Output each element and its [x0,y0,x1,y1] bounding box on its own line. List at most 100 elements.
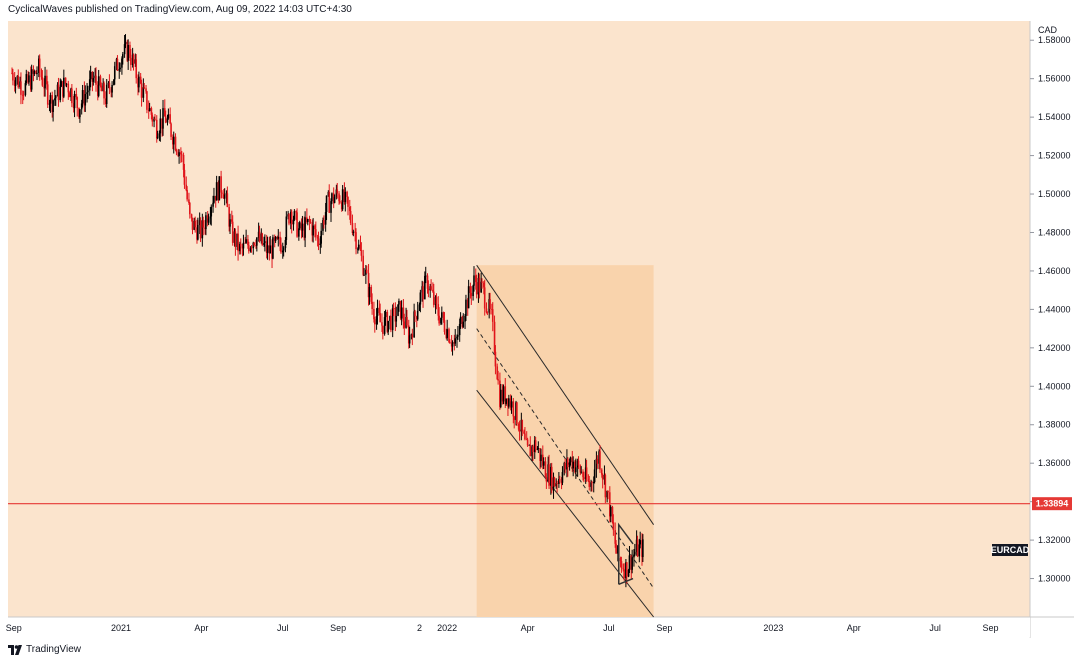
y-tick-label: 1.44000 [1038,304,1071,314]
candle-body [12,73,14,81]
candle-body [130,57,132,65]
candle-body [248,245,250,252]
candle-body [164,116,167,123]
candle-body [68,92,70,98]
candle-body [213,195,215,203]
candle-body [276,236,279,239]
x-tick-label: 2023 [763,623,783,633]
candle-body [63,77,65,97]
candle-body [80,103,83,110]
candle-body [386,311,389,332]
candle-body [327,191,330,196]
candle-body [614,530,616,544]
candle-body [35,70,37,74]
candle-body [11,72,13,74]
candle-body [627,569,630,577]
candle-body [22,94,25,96]
candle-body [493,321,496,352]
candle-body [497,379,499,381]
candle-body [223,194,226,199]
candle-body [368,286,371,298]
candle-body [526,439,529,446]
candle-body [390,315,392,331]
x-tick-label: Sep [982,623,998,633]
candle-body [387,320,390,332]
triangle-lower-line [618,577,634,586]
candle-body [370,286,373,302]
candle-body [620,561,623,569]
candle-body [48,103,51,105]
candle-body [399,300,402,319]
candle-body [572,461,574,469]
candle-body [432,291,435,305]
candle-body [115,58,118,67]
candle-body [474,275,477,283]
candle-body [360,250,363,256]
candle-body [389,315,391,321]
candle-body [516,402,518,424]
candle-body [472,285,474,297]
candle-body [415,316,418,320]
candle-body [308,219,311,222]
candle-body [269,245,272,254]
candle-body [596,458,599,464]
candle-body [226,193,229,208]
candle-body [348,206,351,212]
x-tick-label: Sep [6,623,22,633]
candle-body [588,480,591,487]
candle-body [52,100,54,112]
y-tick-label: 1.46000 [1038,266,1071,276]
x-tick-label: 2 [417,623,422,633]
candle-body [161,118,163,129]
candle-body [180,152,182,155]
candle-body [441,312,443,318]
candle-body [332,193,335,203]
y-tick-label: 1.48000 [1038,227,1071,237]
candle-body [151,114,154,122]
candle-body [51,95,54,112]
candle-body [577,460,580,466]
candle-body [349,211,352,223]
candle-body [574,461,576,473]
candle-body [123,44,126,55]
candle-body [197,225,199,240]
candle-body [118,69,121,71]
candle-body [461,316,464,327]
candle-body [429,286,432,291]
y-tick-label: 1.58000 [1038,35,1071,45]
candle-body [397,304,399,316]
candle-body [72,103,75,109]
symbol-label: EURCAD [991,544,1030,556]
candle-body [446,329,448,339]
x-tick-label: Sep [330,623,346,633]
x-tick-label: Jul [929,623,941,633]
candle-body [642,539,644,558]
candle-body [14,79,17,86]
candle-body [193,220,196,230]
candle-body [319,243,322,245]
candle-body [102,83,104,92]
candle-body [593,469,596,483]
candle-body [194,220,196,228]
candle-body [220,176,222,193]
candle-body [501,389,504,402]
candle-body [533,440,536,452]
candle-body [502,386,505,402]
candle-body [236,233,238,247]
candle-body [172,136,174,145]
candle-body [323,220,325,225]
candle-body [268,245,271,254]
x-tick-label: Jul [277,623,289,633]
candle-body [534,440,537,450]
candle-body [153,118,155,122]
candle-body [237,233,239,252]
candle-body [132,54,135,64]
candle-body [146,91,148,110]
candle-body [518,429,521,432]
candle-body [320,230,322,244]
candle-body [558,479,561,482]
candle-body [379,313,381,323]
candle-body [222,193,225,199]
candle-body [46,75,48,85]
